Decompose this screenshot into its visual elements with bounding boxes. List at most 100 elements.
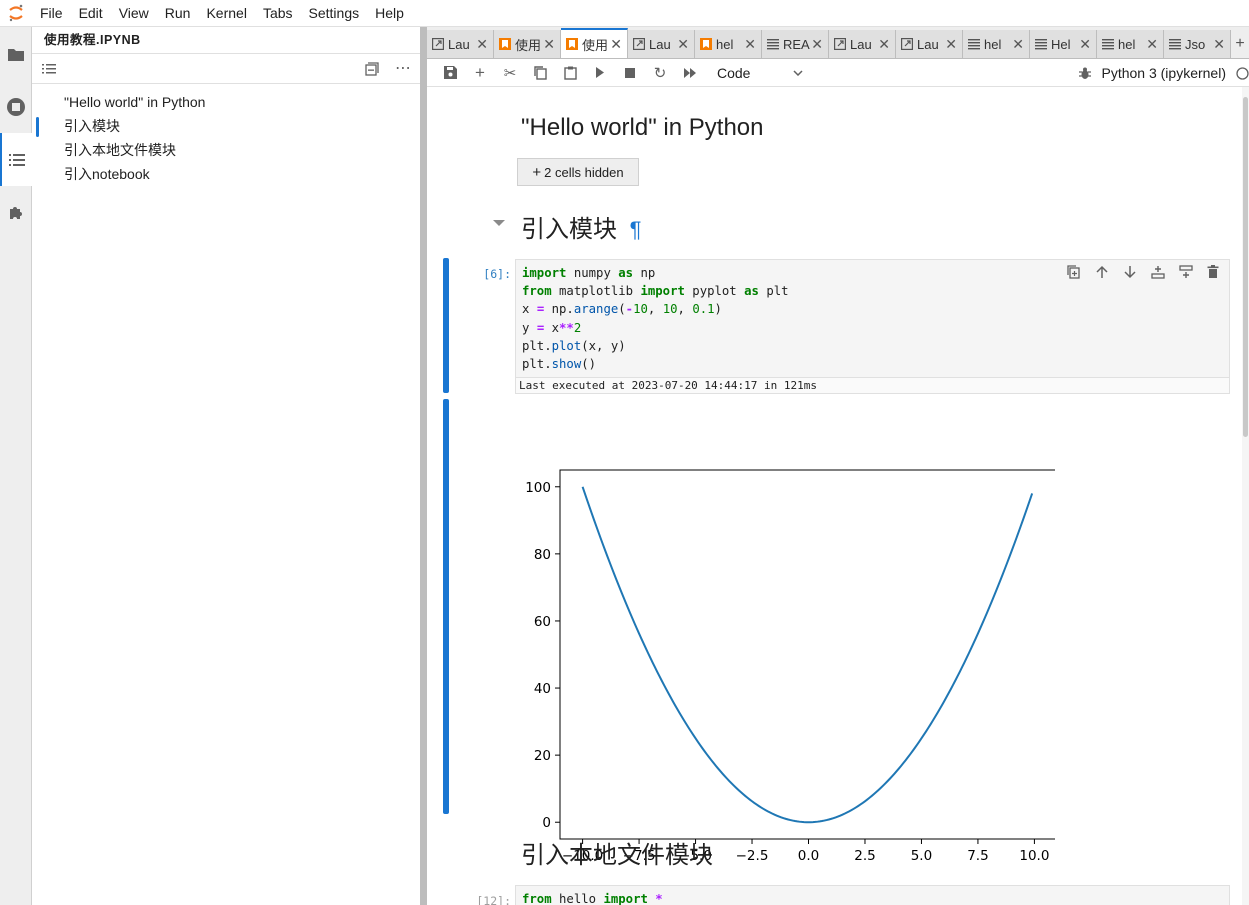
insert-cell-button[interactable]: +	[465, 61, 495, 85]
menu-run[interactable]: Run	[164, 4, 191, 21]
menu-settings[interactable]: Settings	[308, 4, 360, 21]
toc-panel: 使用教程.IPYNB ⋯ "Hello world" in Python 引入模…	[32, 27, 421, 905]
code-cell[interactable]: import numpy as np from matplotlib impor…	[515, 259, 1230, 394]
toc-item-import-notebook[interactable]: 引入notebook	[64, 166, 150, 182]
tab-text-1[interactable]: hel ✕	[963, 30, 1030, 58]
code-cell-2[interactable]: from hello import *	[515, 885, 1230, 905]
code-editor[interactable]: import numpy as np from matplotlib impor…	[522, 266, 789, 372]
bug-icon[interactable]	[1079, 67, 1092, 80]
output-collapser[interactable]	[443, 399, 449, 814]
numbering-icon[interactable]	[42, 63, 56, 75]
menu-file[interactable]: File	[40, 4, 63, 21]
activity-bar	[0, 27, 32, 905]
show-hidden-cells-button[interactable]: + 2 cells hidden	[517, 158, 639, 186]
close-icon[interactable]: ✕	[945, 35, 957, 52]
save-icon	[443, 66, 457, 79]
tab-notebook-1[interactable]: 使用 ✕	[494, 30, 561, 58]
plot-frame	[559, 469, 1055, 840]
close-icon[interactable]: ✕	[1012, 35, 1024, 52]
close-icon[interactable]: ✕	[878, 35, 890, 52]
delete-icon[interactable]	[1207, 265, 1219, 279]
heading-anchor[interactable]: ¶	[629, 217, 642, 242]
menu-kernel[interactable]: Kernel	[206, 4, 247, 21]
toc-item-import-local-modules[interactable]: 引入本地文件模块	[64, 142, 176, 158]
tab-notebook-active[interactable]: 使用 ✕	[561, 28, 628, 58]
duplicate-icon[interactable]	[1067, 265, 1081, 279]
extension-manager-button[interactable]	[0, 186, 32, 239]
run-button[interactable]	[585, 61, 615, 85]
paste-button[interactable]	[555, 61, 585, 85]
kernel-name[interactable]: Python 3 (ipykernel)	[1101, 65, 1226, 81]
x-tick-label: 2.5	[854, 848, 875, 864]
close-icon[interactable]: ✕	[476, 35, 488, 52]
close-icon[interactable]: ✕	[1079, 35, 1091, 52]
cut-button[interactable]: ✂	[495, 61, 525, 85]
collapse-all-icon[interactable]	[365, 62, 379, 76]
cell-type-value: Code	[717, 64, 751, 81]
tab-label: Lau	[917, 36, 939, 52]
close-icon[interactable]: ✕	[811, 35, 823, 52]
notebook-scrollbar[interactable]	[1242, 87, 1249, 905]
close-icon[interactable]: ✕	[543, 35, 555, 52]
save-button[interactable]	[435, 61, 465, 85]
code-editor-2[interactable]: from hello import *	[522, 892, 663, 905]
move-up-icon[interactable]	[1095, 265, 1109, 279]
more-options-icon[interactable]: ⋯	[395, 60, 412, 77]
heading-text: 引入模块	[521, 216, 617, 243]
y-tick-label: 20	[534, 748, 551, 764]
cell-prompt: [6]:	[483, 267, 511, 281]
tab-launcher-4[interactable]: Lau ✕	[896, 30, 963, 58]
new-tab-button[interactable]: +	[1235, 35, 1245, 52]
menu-view[interactable]: View	[118, 4, 149, 21]
file-browser-button[interactable]	[0, 27, 32, 80]
close-icon[interactable]: ✕	[610, 35, 622, 52]
text-file-icon	[1102, 39, 1114, 50]
restart-button[interactable]: ↻	[645, 61, 675, 85]
tab-readme[interactable]: REA ✕	[762, 30, 829, 58]
input-collapser[interactable]	[443, 258, 449, 393]
menu-help[interactable]: Help	[375, 4, 404, 21]
cell-type-select[interactable]: Code	[717, 62, 807, 84]
restart-run-all-button[interactable]	[675, 61, 705, 85]
toc-item-import-modules[interactable]: 引入模块	[32, 114, 420, 138]
copy-button[interactable]	[525, 61, 555, 85]
chevron-down-icon	[793, 69, 803, 76]
collapse-heading-icon[interactable]	[493, 220, 505, 228]
paste-icon	[563, 66, 577, 80]
insert-below-icon[interactable]	[1179, 265, 1193, 279]
tab-text-3[interactable]: hel ✕	[1097, 30, 1164, 58]
close-icon[interactable]: ✕	[677, 35, 689, 52]
notebook-toolbar: + ✂ ↻ Code Python 3 (ipykernel)	[427, 59, 1249, 87]
menu-edit[interactable]: Edit	[78, 4, 103, 21]
tab-text-2[interactable]: Hel ✕	[1030, 30, 1097, 58]
panel-splitter[interactable]	[421, 27, 427, 905]
tab-launcher-2[interactable]: Lau ✕	[628, 30, 695, 58]
y-tick-label: 60	[534, 614, 551, 630]
scrollbar-thumb[interactable]	[1243, 97, 1248, 437]
y-tick-label: 0	[542, 815, 551, 831]
running-sessions-button[interactable]	[0, 80, 32, 133]
tab-notebook-2[interactable]: hel ✕	[695, 30, 762, 58]
tab-json[interactable]: Jso ✕	[1164, 30, 1231, 58]
menu-tabs[interactable]: Tabs	[262, 4, 293, 21]
move-down-icon[interactable]	[1123, 265, 1137, 279]
cell-toolbar	[1067, 265, 1219, 279]
toc-item-hello-world[interactable]: "Hello world" in Python	[64, 94, 206, 110]
text-file-icon	[1035, 39, 1047, 50]
running-icon	[7, 97, 25, 116]
launcher-icon	[901, 38, 913, 50]
close-icon[interactable]: ✕	[1213, 35, 1225, 52]
insert-above-icon[interactable]	[1151, 265, 1165, 279]
tab-label: Lau	[448, 36, 470, 52]
tab-launcher-1[interactable]: Lau ✕	[427, 30, 494, 58]
close-icon[interactable]: ✕	[1146, 35, 1158, 52]
text-file-icon	[968, 39, 980, 50]
toc-button[interactable]	[0, 133, 32, 186]
tab-launcher-3[interactable]: Lau ✕	[829, 30, 896, 58]
close-icon[interactable]: ✕	[744, 35, 756, 52]
main-area: Lau ✕ 使用 ✕ 使用 ✕ Lau ✕ hel ✕ REA ✕ Lau ✕ Lau ✕	[427, 27, 1249, 905]
heading-import-modules: 引入模块 ¶	[521, 209, 642, 244]
interrupt-button[interactable]	[615, 61, 645, 85]
kernel-status: Python 3 (ipykernel)	[1079, 59, 1249, 87]
tab-label: Hel	[1051, 36, 1071, 52]
